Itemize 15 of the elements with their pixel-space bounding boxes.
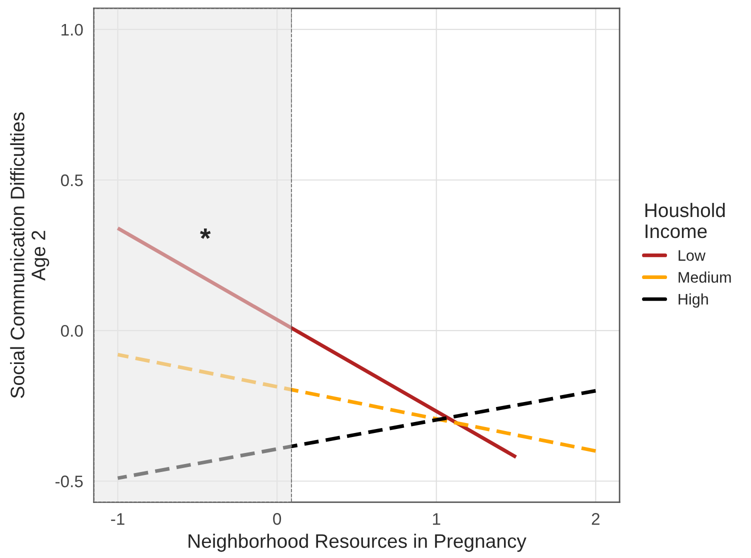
y-tick-label: -0.5: [55, 476, 83, 488]
y-axis-title: Social Communication Difficulties Age 2: [10, 112, 50, 398]
y-tick-label: 1.0: [62, 24, 83, 36]
legend-label: Low: [678, 250, 706, 261]
annotation: *: [200, 228, 211, 239]
y-tick-label: 0.5: [60, 174, 83, 186]
y-tick-label: 0.0: [60, 324, 83, 337]
legend-label: Medium: [678, 272, 731, 283]
x-tick-label: 2: [592, 513, 600, 525]
x-tick-label: 1: [433, 513, 440, 525]
x-tick-label: 0: [273, 513, 282, 525]
legend-label: High: [678, 293, 708, 308]
x-tick-label: -1: [111, 513, 124, 525]
x-axis-title: Neighborhood Resources in Pregnancy: [188, 534, 526, 552]
legend-title: Houshold Income: [645, 202, 725, 238]
